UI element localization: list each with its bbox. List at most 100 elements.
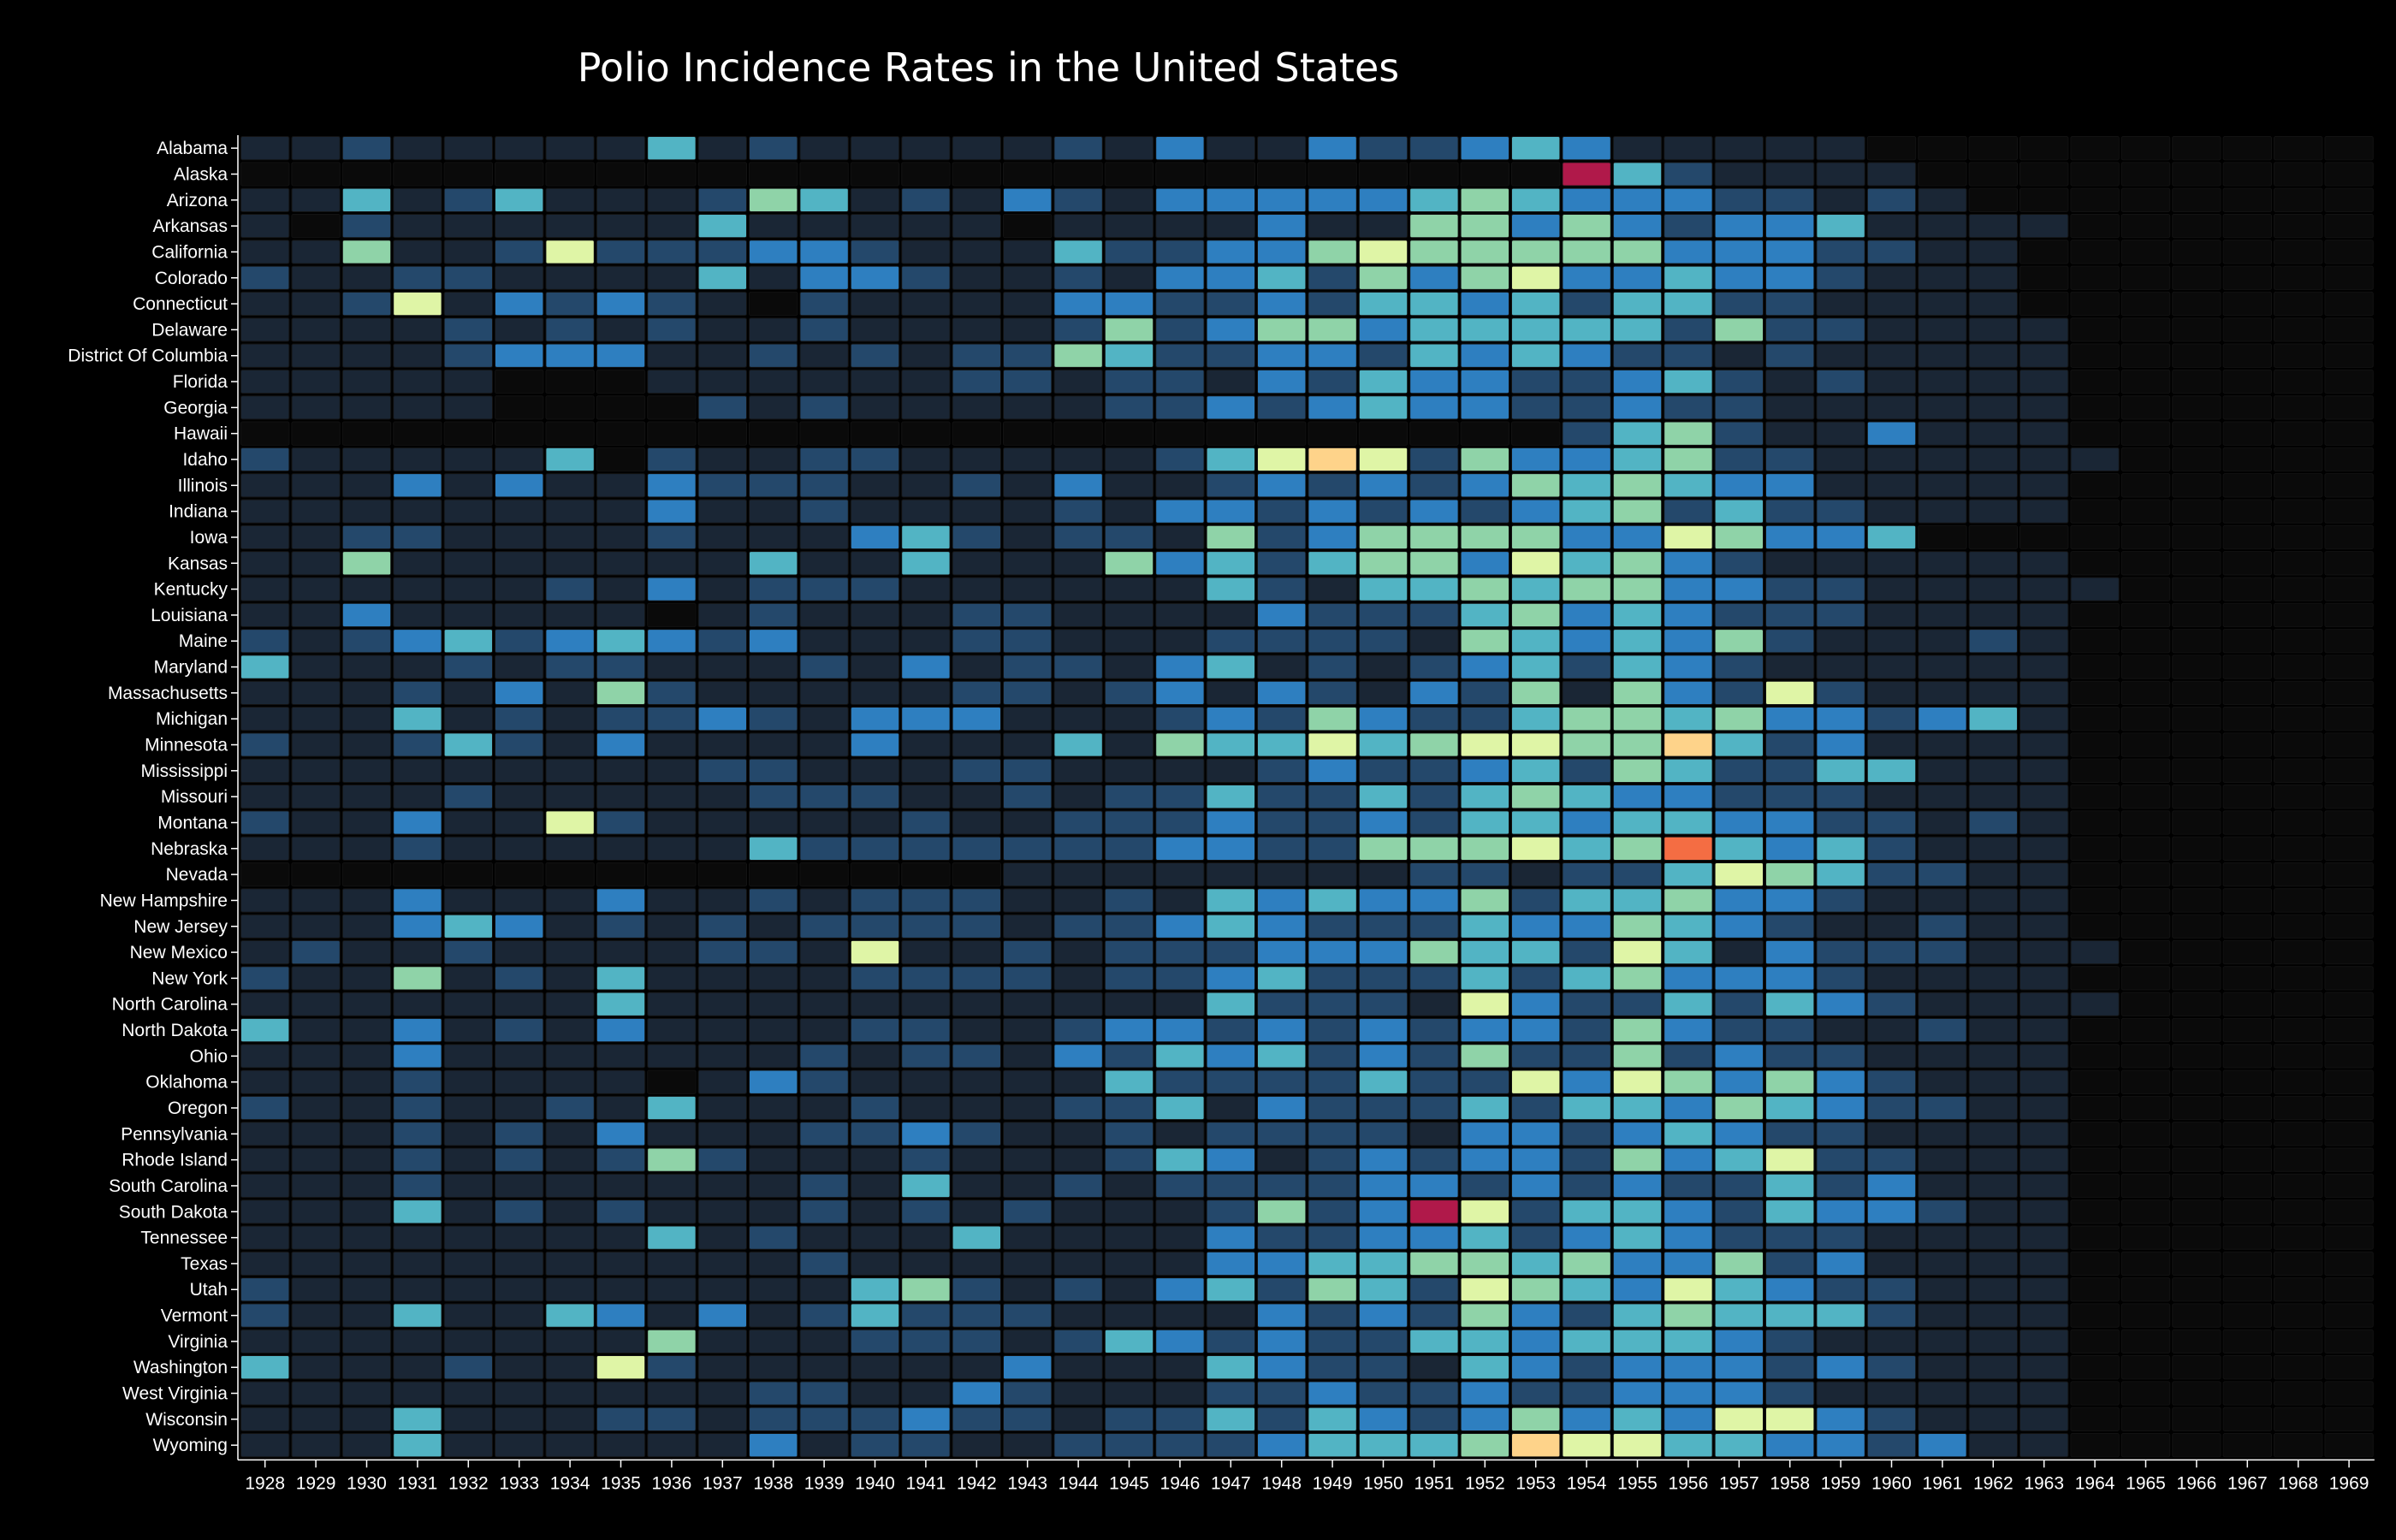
heatmap-cell [2274, 836, 2323, 861]
heatmap-cell [952, 291, 1001, 317]
heatmap-cell [1308, 1225, 1357, 1250]
heatmap-cell [2324, 421, 2374, 446]
heatmap-cell [1409, 785, 1459, 809]
heatmap-cell [1003, 421, 1053, 446]
heatmap-cell [799, 1225, 849, 1250]
heatmap-cell [1765, 1044, 1815, 1069]
heatmap-cell [749, 654, 798, 679]
heatmap-cell [1409, 966, 1459, 991]
heatmap-cell [240, 1407, 290, 1432]
heatmap-cell [291, 395, 341, 420]
heatmap-cell [1409, 1147, 1459, 1172]
heatmap-cell [2324, 732, 2374, 757]
heatmap-cell [2019, 1355, 2069, 1380]
heatmap-cell [1511, 1173, 1561, 1199]
heatmap-cell [749, 836, 798, 861]
heatmap-cell [1664, 862, 1713, 887]
heatmap-cell [647, 1069, 697, 1094]
heatmap-cell [1003, 992, 1053, 1016]
heatmap-cell [495, 1433, 544, 1458]
heatmap-cell [749, 421, 798, 446]
heatmap-cell [545, 162, 595, 187]
heatmap-cell [291, 888, 341, 913]
heatmap-cell [1918, 1251, 1967, 1276]
heatmap-cell [1409, 758, 1459, 783]
heatmap-cell [1104, 1044, 1154, 1069]
heatmap-cell [1358, 1122, 1409, 1146]
heatmap-cell [749, 629, 798, 654]
heatmap-cell [1511, 1303, 1561, 1328]
heatmap-cell [443, 629, 493, 654]
heatmap-cell [1714, 1355, 1764, 1380]
heatmap-cell [2172, 810, 2221, 835]
heatmap-cell [2120, 888, 2171, 913]
heatmap-cell [393, 629, 442, 654]
heatmap-cell [2120, 473, 2171, 498]
heatmap-cell [2172, 551, 2221, 576]
heatmap-cell [1358, 162, 1409, 187]
heatmap-cell [952, 1433, 1001, 1458]
heatmap-cell [1155, 1433, 1205, 1458]
column-label: 1937 [703, 1473, 743, 1493]
heatmap-cell [495, 1277, 544, 1302]
heatmap-cell [850, 291, 900, 317]
heatmap-cell [2120, 1433, 2171, 1458]
heatmap-cell [291, 1303, 341, 1328]
heatmap-cell [2070, 914, 2120, 939]
heatmap-cell [1612, 1381, 1663, 1406]
heatmap-cell [1968, 1069, 2019, 1094]
row-label: Washington [133, 1358, 228, 1377]
heatmap-cell [697, 343, 747, 368]
heatmap-cell [1358, 421, 1409, 446]
heatmap-cell [291, 499, 341, 524]
heatmap-cell [1409, 888, 1459, 913]
heatmap-cell [2172, 1225, 2221, 1250]
heatmap-cell [291, 1147, 341, 1172]
heatmap-cell [1053, 732, 1103, 757]
heatmap-cell [1257, 577, 1307, 601]
heatmap-cell [291, 291, 341, 317]
heatmap-cell [2172, 1303, 2221, 1328]
heatmap-cell [2019, 473, 2069, 498]
heatmap-cell [1511, 707, 1561, 732]
heatmap-cell [1664, 1251, 1713, 1276]
heatmap-cell [2120, 1173, 2171, 1199]
heatmap-cell [799, 992, 849, 1016]
heatmap-cell [1358, 707, 1409, 732]
column-label: 1962 [1973, 1473, 2013, 1493]
heatmap-cell [749, 914, 798, 939]
heatmap-cell [1003, 1225, 1053, 1250]
heatmap-cell [1257, 187, 1307, 212]
heatmap-cell [1816, 1303, 1865, 1328]
heatmap-cell [443, 888, 493, 913]
heatmap-cell [393, 291, 442, 317]
heatmap-cell [1206, 758, 1255, 783]
heatmap-cell [545, 1173, 595, 1199]
heatmap-cell [443, 187, 493, 212]
heatmap-cell [1816, 1122, 1865, 1146]
heatmap-cell [1968, 1044, 2019, 1069]
row-label: Arkansas [152, 216, 228, 236]
heatmap-cell [1003, 162, 1053, 187]
heatmap-cell [596, 1199, 646, 1224]
heatmap-cell [1765, 291, 1815, 317]
heatmap-cell [1968, 551, 2019, 576]
heatmap-cell [1664, 785, 1713, 809]
heatmap-cell [1206, 136, 1255, 161]
heatmap-cell [2019, 1277, 2069, 1302]
heatmap-cell [1511, 1122, 1561, 1146]
heatmap-cell [1053, 939, 1103, 965]
heatmap-cell [850, 707, 900, 732]
heatmap-cell [1968, 1329, 2019, 1354]
heatmap-cell [697, 369, 747, 394]
heatmap-cell [1104, 1251, 1154, 1276]
heatmap-cell [901, 966, 951, 991]
heatmap-cell [1612, 524, 1663, 550]
heatmap-cell [545, 680, 595, 706]
heatmap-cell [1664, 707, 1713, 732]
heatmap-cell [2172, 240, 2221, 264]
column-label: 1947 [1211, 1473, 1251, 1493]
row-label: Michigan [156, 709, 228, 729]
heatmap-cell [2070, 810, 2120, 835]
heatmap-cell [1409, 1355, 1459, 1380]
